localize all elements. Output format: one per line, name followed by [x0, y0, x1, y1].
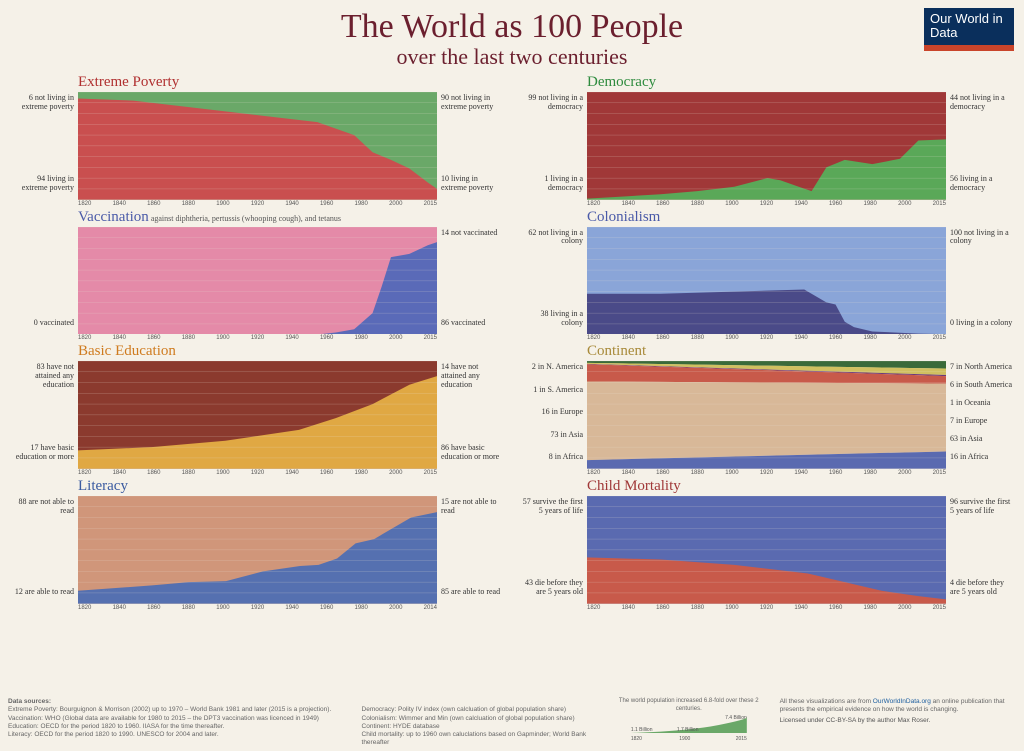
logo-underline [924, 45, 1014, 51]
main-subtitle: over the last two centuries [0, 44, 1024, 70]
population-mini-chart: 7.4 Billion 1.1 Billion 1.7 Billion 1820… [610, 713, 768, 741]
pop-text: The world population increased 6.8-fold … [610, 698, 768, 713]
panel-colonialism: Colonialism62 not living in a colony38 l… [517, 209, 1016, 342]
right-labels-vaccination: 14 not vaccinated86 vaccinated [437, 227, 507, 342]
svg-text:2015: 2015 [736, 736, 747, 741]
footer-sources-2: Democracy: Polity IV index (own calcluat… [362, 698, 598, 747]
svg-text:1900: 1900 [679, 736, 690, 741]
svg-text:1820: 1820 [631, 736, 642, 741]
left-labels-poverty: 6 not living in extreme poverty94 living… [8, 92, 78, 207]
panel-poverty: Extreme Poverty6 not living in extreme p… [8, 74, 507, 207]
right-labels-continent: 7 in North America6 in South America1 in… [946, 361, 1016, 476]
footer-about: All these visualizations are from OurWor… [780, 698, 1016, 747]
left-column: Extreme Poverty6 not living in extreme p… [8, 74, 507, 613]
chart-literacy [78, 496, 437, 604]
panel-title-colonialism: Colonialism [517, 209, 1016, 226]
chart-vaccination [78, 227, 437, 335]
chart-democracy [587, 92, 946, 200]
sources-title: Data sources: [8, 698, 51, 705]
panel-title-vaccination: Vaccination against diphtheria, pertussi… [8, 209, 507, 226]
sources-text-2: Democracy: Polity IV index (own calcluat… [362, 706, 587, 746]
panel-education: Basic Education83 have not attained any … [8, 343, 507, 476]
logo-text: Our World in Data [924, 8, 1014, 45]
right-labels-mortality: 96 survive the first 5 years of life4 di… [946, 496, 1016, 611]
chart-continent [587, 361, 946, 469]
right-labels-literacy: 15 are not able to read85 are able to re… [437, 496, 507, 611]
left-labels-literacy: 88 are not able to read12 are able to re… [8, 496, 78, 611]
panel-title-mortality: Child Mortality [517, 478, 1016, 495]
chart-education [78, 361, 437, 469]
footer: Data sources: Extreme Poverty: Bourguign… [8, 698, 1016, 747]
chart-colonialism [587, 227, 946, 335]
left-labels-continent: 2 in N. America1 in S. America16 in Euro… [517, 361, 587, 476]
chart-mortality [587, 496, 946, 604]
left-labels-colonialism: 62 not living in a colony38 living in a … [517, 227, 587, 342]
xaxis-poverty: 1820184018601880190019201940196019802000… [78, 200, 437, 207]
footer-sources-1: Data sources: Extreme Poverty: Bourguign… [8, 698, 350, 747]
chart-poverty [78, 92, 437, 200]
license-text: Licensed under CC-BY-SA by the author Ma… [780, 717, 1016, 725]
panel-title-literacy: Literacy [8, 478, 507, 495]
panel-vaccination: Vaccination against diphtheria, pertussi… [8, 209, 507, 342]
panel-title-democracy: Democracy [517, 74, 1016, 91]
xaxis-continent: 1820184018601880190019201940196019802000… [587, 469, 946, 476]
panel-title-poverty: Extreme Poverty [8, 74, 507, 91]
xaxis-vaccination: 1820184018601880190019201940196019802000… [78, 334, 437, 341]
panel-democracy: Democracy99 not living in a democracy1 l… [517, 74, 1016, 207]
right-labels-democracy: 44 not living in a democracy56 living in… [946, 92, 1016, 207]
sources-text-1: Extreme Poverty: Bourguignon & Morrison … [8, 706, 331, 737]
right-labels-education: 14 have not attained any education86 hav… [437, 361, 507, 476]
footer-population: The world population increased 6.8-fold … [610, 698, 768, 747]
xaxis-education: 1820184018601880190019201940196019802000… [78, 469, 437, 476]
panel-mortality: Child Mortality57 survive the first 5 ye… [517, 478, 1016, 611]
panel-continent: Continent2 in N. America1 in S. America1… [517, 343, 1016, 476]
left-labels-education: 83 have not attained any education17 hav… [8, 361, 78, 476]
right-labels-colonialism: 100 not living in a colony0 living in a … [946, 227, 1016, 342]
panel-subtitle-vaccination: against diphtheria, pertussis (whooping … [149, 214, 341, 223]
xaxis-mortality: 1820184018601880190019201940196019802000… [587, 604, 946, 611]
xaxis-colonialism: 1820184018601880190019201940196019802000… [587, 334, 946, 341]
about-text: All these visualizations are from OurWor… [780, 698, 1005, 713]
xaxis-democracy: 1820184018601880190019201940196019802000… [587, 200, 946, 207]
left-labels-democracy: 99 not living in a democracy1 living in … [517, 92, 587, 207]
main-title: The World as 100 People [0, 8, 1024, 46]
owid-logo: Our World in Data [924, 8, 1014, 51]
left-labels-mortality: 57 survive the first 5 years of life43 d… [517, 496, 587, 611]
svg-text:1.7 Billion: 1.7 Billion [677, 727, 699, 733]
header: The World as 100 People over the last tw… [0, 0, 1024, 74]
owid-link[interactable]: OurWorldInData.org [873, 698, 931, 705]
panel-literacy: Literacy88 are not able to read12 are ab… [8, 478, 507, 611]
svg-text:1.1 Billion: 1.1 Billion [631, 727, 653, 733]
panel-title-continent: Continent [517, 343, 1016, 360]
xaxis-literacy: 1820184018601880190019201940196019802000… [78, 604, 437, 611]
right-labels-poverty: 90 not living in extreme poverty10 livin… [437, 92, 507, 207]
panel-title-education: Basic Education [8, 343, 507, 360]
left-labels-vaccination: 0 vaccinated [8, 227, 78, 342]
right-column: Democracy99 not living in a democracy1 l… [517, 74, 1016, 613]
charts-grid: Extreme Poverty6 not living in extreme p… [0, 74, 1024, 613]
